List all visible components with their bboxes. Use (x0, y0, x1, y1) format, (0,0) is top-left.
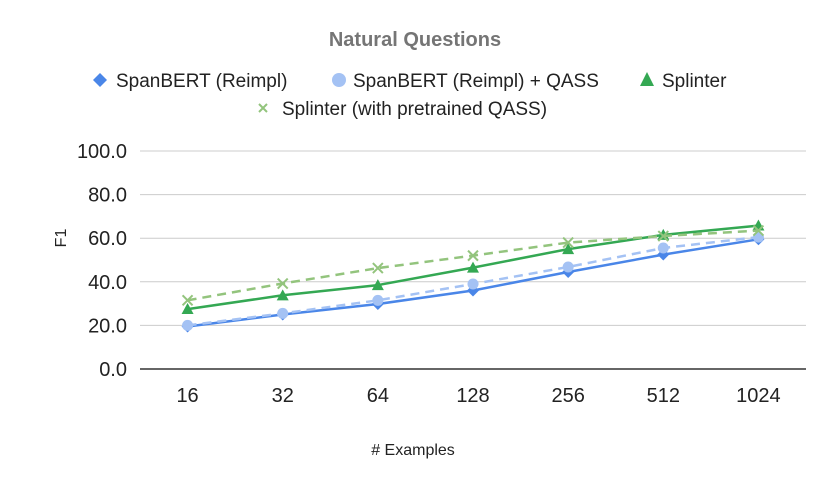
data-point[interactable] (277, 307, 289, 319)
data-point[interactable] (752, 224, 765, 237)
x-tick-label: 32 (272, 385, 294, 407)
data-point[interactable] (657, 242, 669, 254)
data-point[interactable] (371, 279, 384, 291)
data-point[interactable] (467, 278, 479, 290)
diamond-icon (93, 73, 107, 87)
legend-label-spanbert: SpanBERT (Reimpl) (116, 71, 287, 92)
x-tick-label: 256 (551, 385, 584, 407)
data-point[interactable] (276, 289, 289, 301)
data-point[interactable] (657, 230, 669, 242)
y-tick-label: 100.0 (77, 141, 127, 163)
chart-title: Natural Questions (329, 29, 501, 51)
data-point[interactable] (562, 236, 574, 249)
series-layer (181, 219, 765, 333)
y-axis-label: F1 (53, 229, 70, 248)
data-point[interactable] (657, 228, 670, 240)
y-axis-ticks: 100.0 80.0 60.0 40.0 20.0 0.0 (77, 141, 127, 381)
data-point[interactable] (467, 249, 479, 262)
data-point[interactable] (372, 262, 384, 274)
x-icon (258, 103, 268, 113)
triangle-icon (640, 72, 654, 86)
series-2 (182, 231, 764, 331)
x-tick-label: 512 (647, 385, 680, 407)
data-point[interactable] (182, 319, 194, 331)
circle-icon (332, 73, 346, 87)
data-point[interactable] (181, 303, 194, 315)
legend-item-spanbert-qass[interactable]: SpanBERT (Reimpl) + QASS (332, 71, 599, 92)
x-axis-ticks: 16 32 64 128 256 512 1024 (176, 385, 780, 407)
data-point[interactable] (467, 261, 479, 273)
y-tick-label: 60.0 (88, 228, 127, 250)
y-tick-label: 40.0 (88, 272, 127, 294)
legend-label-splinter-qass: Splinter (with pretrained QASS) (282, 99, 547, 120)
legend-item-splinter-qass[interactable]: Splinter (with pretrained QASS) (258, 99, 547, 120)
data-point[interactable] (181, 294, 194, 307)
y-tick-label: 80.0 (88, 185, 127, 207)
x-tick-label: 16 (176, 385, 198, 407)
x-tick-label: 128 (456, 385, 489, 407)
data-point[interactable] (562, 261, 574, 273)
x-tick-label: 64 (367, 385, 389, 407)
x-axis-label: # Examples (371, 442, 455, 459)
data-point[interactable] (372, 294, 384, 306)
data-point[interactable] (277, 277, 289, 290)
legend-item-splinter[interactable]: Splinter (640, 71, 727, 92)
grid (140, 150, 806, 370)
y-tick-label: 20.0 (88, 315, 127, 337)
series-4 (181, 224, 765, 307)
legend-label-splinter: Splinter (662, 71, 727, 92)
legend: SpanBERT (Reimpl) SpanBERT (Reimpl) + QA… (93, 71, 727, 120)
legend-label-spanbert-qass: SpanBERT (Reimpl) + QASS (353, 71, 599, 92)
y-tick-label: 0.0 (99, 359, 127, 381)
series-3 (181, 219, 765, 315)
data-point[interactable] (562, 243, 575, 255)
legend-item-spanbert[interactable]: SpanBERT (Reimpl) (93, 71, 287, 92)
x-tick-label: 1024 (736, 385, 781, 407)
